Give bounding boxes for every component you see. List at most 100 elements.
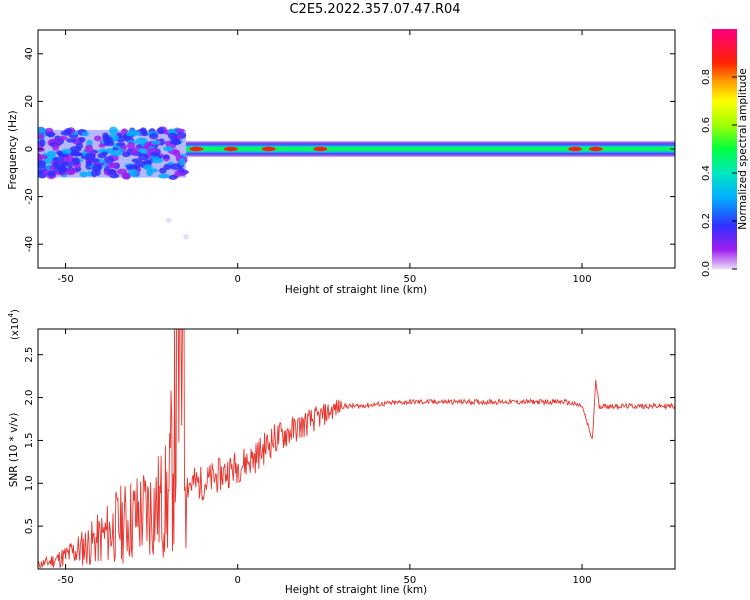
heat-blob <box>110 149 122 157</box>
colorbar-label: Normalized spectral amplitude <box>737 68 749 229</box>
heat-blob <box>61 148 72 155</box>
spectrogram-ytick-label: 0 <box>24 146 35 152</box>
heat-blob <box>147 168 159 173</box>
heat-blob <box>163 145 174 152</box>
heat-blob <box>38 162 47 169</box>
spectrogram-xtick-label: 50 <box>404 274 417 285</box>
heat-blob <box>125 131 134 137</box>
heat-blob <box>52 156 64 162</box>
heat-blob <box>93 135 102 142</box>
heat-blob <box>178 167 185 173</box>
colorbar-tick-label: 0.2 <box>701 213 712 229</box>
heat-blob <box>138 153 150 161</box>
heat-blob <box>170 163 182 171</box>
heat-blob <box>98 143 106 148</box>
heat-hot-spot <box>568 146 583 152</box>
heat-blob <box>164 140 171 146</box>
snr-multiplier-exp: 4 <box>7 312 15 317</box>
snr-multiplier-close: ) <box>10 309 21 313</box>
spectrogram-xtick-label: 100 <box>572 274 591 285</box>
heat-blob <box>47 150 57 158</box>
heat-blob <box>131 158 143 163</box>
heat-blob <box>56 150 63 155</box>
heat-blob <box>157 173 170 179</box>
heat-blob <box>121 151 131 158</box>
spectrogram-ytick-label: 20 <box>24 95 35 108</box>
snr-ytick-label: 1.0 <box>24 475 35 491</box>
snr-xtick-label: -50 <box>57 575 73 586</box>
colorbar-tick-label: 0.8 <box>701 69 712 85</box>
heat-blob <box>168 174 178 181</box>
heat-hot-spot <box>588 146 603 152</box>
heat-blob <box>47 170 56 178</box>
heat-blob <box>38 134 45 140</box>
heat-blob <box>69 146 82 153</box>
spectrogram-xlabel: Height of straight line (km) <box>285 284 427 296</box>
heat-blob <box>150 140 161 145</box>
heat-blob <box>103 156 115 164</box>
heat-blob <box>65 161 74 168</box>
heat-blob <box>156 127 165 135</box>
heat-ridge-core <box>186 147 675 151</box>
snr-xlabel: Height of straight line (km) <box>285 584 427 596</box>
heat-hot-spot <box>313 146 328 152</box>
spectrogram-ytick-label: -40 <box>24 236 35 252</box>
heat-blob <box>38 127 47 134</box>
heat-blob <box>134 161 141 169</box>
heat-blob <box>44 131 56 137</box>
heat-blob <box>172 149 181 157</box>
heat-blob <box>65 168 76 176</box>
snr-series-line <box>38 329 675 569</box>
heat-blob <box>150 152 160 157</box>
snr-xtick-label: 50 <box>404 575 417 586</box>
spectrogram-xtick-label: 0 <box>235 274 241 285</box>
colorbar-tick-label: 0.6 <box>701 117 712 133</box>
heat-blob <box>81 131 90 137</box>
heat-blob <box>127 168 139 177</box>
svg-text:(x104): (x104) <box>7 309 21 340</box>
heat-blob <box>108 162 119 168</box>
snr-xtick-label: 0 <box>235 575 241 586</box>
snr-ytick-label: 0.5 <box>24 518 35 534</box>
heat-blob <box>116 142 126 147</box>
colorbar-tick-label: 0.4 <box>701 165 712 181</box>
snr-ytick-label: 2.5 <box>24 347 35 363</box>
heat-blob <box>107 168 116 176</box>
heat-blob <box>91 165 102 172</box>
heat-blob <box>100 151 109 156</box>
heat-blob <box>178 157 186 166</box>
heat-blob <box>151 157 164 164</box>
heat-blob <box>149 132 159 140</box>
heat-blob <box>171 139 182 146</box>
heat-blob <box>168 132 178 140</box>
heat-blob <box>85 159 93 167</box>
colorbar-gradient <box>712 29 737 269</box>
heat-blob <box>71 152 84 157</box>
heat-blob <box>91 157 100 163</box>
heat-blob <box>84 152 96 161</box>
heat-tail-spot <box>165 217 172 223</box>
snr-multiplier-label: (x104) <box>7 309 21 340</box>
colorbar-tick-label: 0.0 <box>701 261 712 277</box>
spectrogram-xtick-label: -50 <box>57 274 73 285</box>
heat-tail-spot <box>183 234 190 240</box>
figure-title: C2E5.2022.357.07.47.R04 <box>289 2 461 17</box>
heat-blob <box>71 157 80 166</box>
heat-hot-spot <box>261 146 276 152</box>
heat-blob <box>104 136 114 144</box>
snr-multiplier-base: (x10 <box>10 317 21 340</box>
colorbar: 0.0 0.2 0.4 0.6 0.8 Normalized spectral ampl… <box>701 29 749 277</box>
heat-blob <box>139 127 147 134</box>
heat-blob <box>66 138 77 143</box>
snr-xtick-label: 100 <box>572 575 591 586</box>
heat-blob <box>38 153 43 162</box>
heat-blob <box>52 144 60 151</box>
snr-ytick-label: 2.0 <box>24 390 35 406</box>
heat-blob <box>64 128 73 134</box>
heat-blob <box>163 163 172 170</box>
heat-blob <box>130 150 139 155</box>
heat-blob <box>174 128 185 133</box>
spectrogram-ylabel: Frequency (Hz) <box>7 110 19 189</box>
heat-blob <box>57 165 68 173</box>
